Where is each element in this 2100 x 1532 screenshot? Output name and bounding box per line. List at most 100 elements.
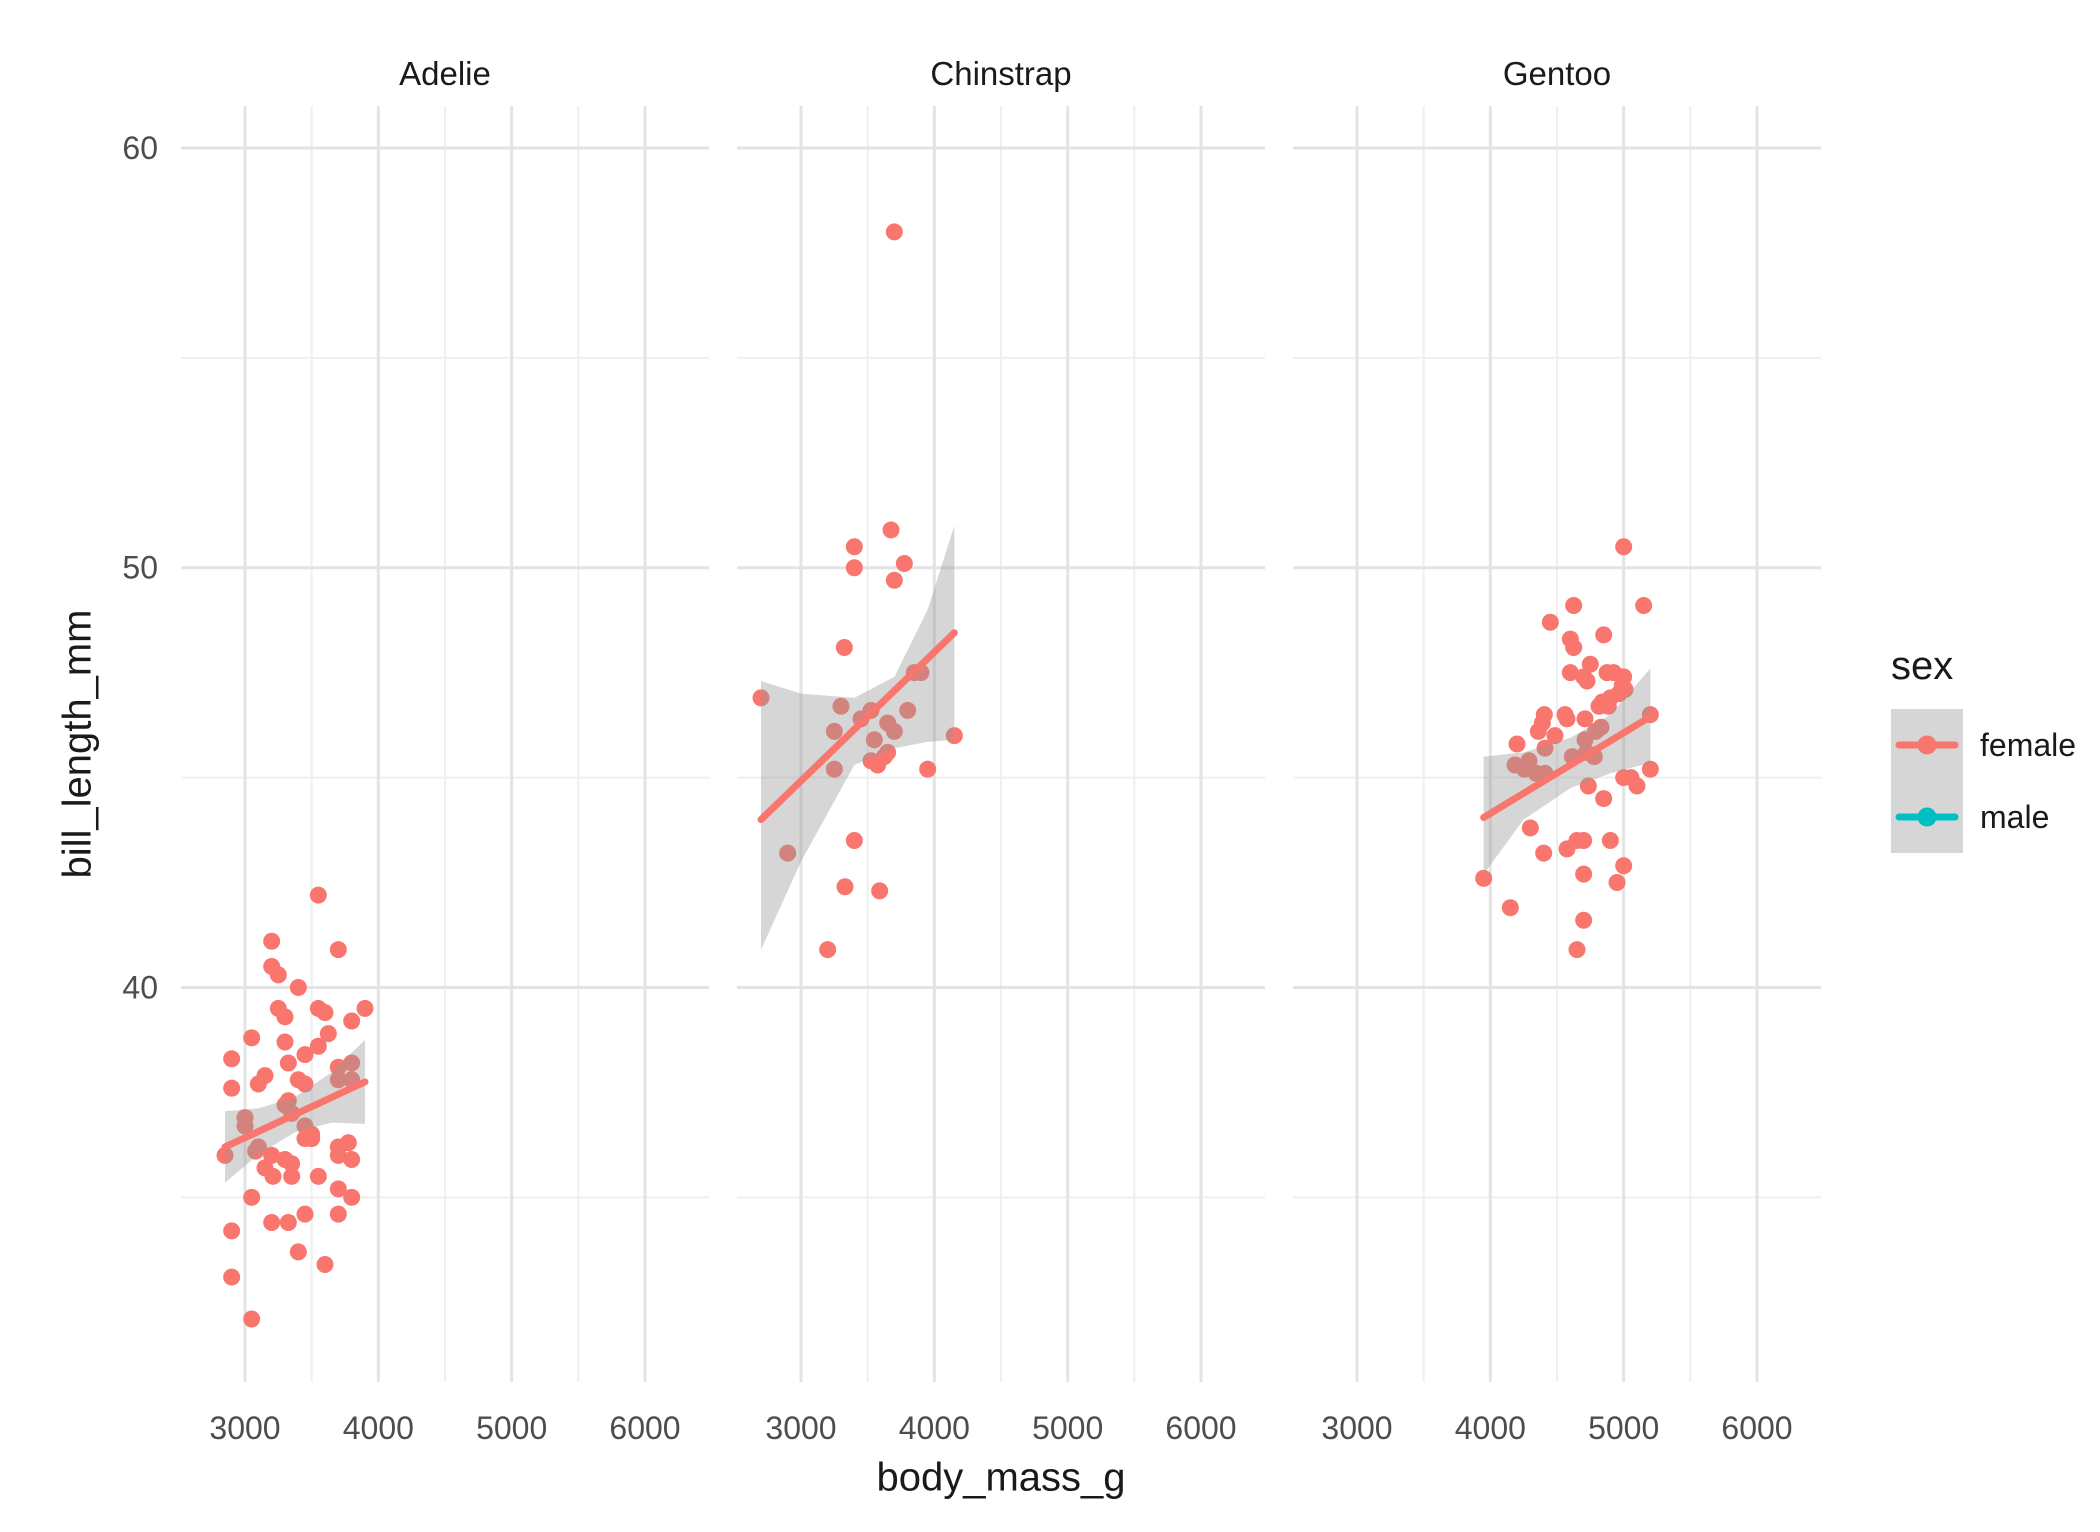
x-tick-label: 6000 <box>609 1410 680 1446</box>
data-point <box>296 1046 314 1064</box>
data-point <box>289 1243 307 1261</box>
data-point <box>752 689 770 707</box>
faceted-scatter-plot: 3000 4000 5000 6000 3000 4000 5000 6000 3000 4000… <box>40 16 2100 1516</box>
legend-entry-female: female <box>1891 709 2076 781</box>
data-point <box>825 722 843 740</box>
data-point <box>1501 899 1519 917</box>
x-tick-label: 4000 <box>899 1410 970 1446</box>
data-point <box>885 571 903 589</box>
data-point <box>885 722 903 740</box>
legend-title: sex <box>1891 644 1954 688</box>
data-point <box>316 1004 334 1022</box>
data-point <box>283 1167 301 1185</box>
legend-label-female: female <box>1980 726 2077 763</box>
data-point <box>279 1214 297 1231</box>
data-point <box>309 1167 327 1185</box>
legend-label-male: male <box>1980 798 2050 835</box>
legend-key-male-glyph <box>1891 781 1963 853</box>
data-point <box>319 1025 337 1043</box>
data-point <box>1576 710 1594 728</box>
data-point <box>1575 911 1593 929</box>
data-point <box>249 1138 267 1156</box>
data-point <box>263 1146 281 1164</box>
x-tick-label: 3000 <box>209 1410 280 1446</box>
data-point <box>316 1255 334 1273</box>
data-point <box>329 941 347 959</box>
data-point <box>343 1054 361 1072</box>
data-point <box>871 882 889 900</box>
data-point <box>779 844 797 862</box>
smooth-line <box>221 1078 369 1151</box>
data-point <box>343 1012 361 1030</box>
data-point <box>1575 865 1593 883</box>
data-point <box>1641 760 1659 778</box>
data-point <box>269 966 287 984</box>
data-point <box>1475 869 1493 887</box>
x-tick-label: 3000 <box>1321 1410 1392 1446</box>
legend-key-female-glyph <box>1891 709 1963 781</box>
data-point <box>945 727 963 745</box>
data-point <box>329 1205 347 1223</box>
y-tick-label: 60 <box>122 130 158 166</box>
y-tick-label: 40 <box>122 969 158 1005</box>
data-point <box>879 743 897 761</box>
data-point <box>329 1058 347 1076</box>
data-point <box>1628 777 1646 795</box>
confidence-ribbon <box>1483 668 1651 875</box>
data-point <box>216 1146 234 1164</box>
data-point <box>296 1205 314 1223</box>
data-point <box>1635 596 1653 614</box>
data-point <box>832 697 850 715</box>
data-point <box>243 1310 261 1328</box>
data-point <box>1565 596 1583 614</box>
data-point <box>1592 718 1610 736</box>
data-point <box>899 701 917 719</box>
data-point <box>223 1050 241 1068</box>
smooth-line <box>757 629 958 824</box>
data-point <box>1615 538 1633 556</box>
data-point <box>283 1155 301 1173</box>
data-point <box>1568 941 1586 959</box>
x-tick-label: 6000 <box>1721 1410 1792 1446</box>
data-point <box>869 756 887 774</box>
facet-strip-adelie: Adelie <box>399 55 491 92</box>
data-point <box>329 1146 347 1164</box>
x-tick-label: 4000 <box>1455 1410 1526 1446</box>
data-point <box>1601 832 1619 850</box>
data-point <box>836 878 854 896</box>
data-point <box>263 1214 281 1231</box>
data-point <box>1561 664 1579 682</box>
data-point <box>835 638 853 656</box>
data-point <box>329 1071 347 1089</box>
data-point <box>329 1180 347 1198</box>
data-point <box>1608 874 1626 892</box>
data-point <box>882 521 900 539</box>
x-tick-label: 5000 <box>1032 1410 1103 1446</box>
data-point <box>919 760 937 778</box>
data-point <box>1558 710 1576 728</box>
y-axis-title: bill_length_mm <box>55 609 100 879</box>
data-point <box>276 1008 294 1026</box>
facet-panel-gentoo: 3000 4000 5000 6000 <box>1293 106 1821 1446</box>
data-point <box>263 932 281 950</box>
x-tick-label: 5000 <box>476 1410 547 1446</box>
data-point <box>825 760 843 778</box>
data-point <box>309 886 327 904</box>
x-axis-title: body_mass_g <box>876 1455 1126 1500</box>
data-point <box>1579 777 1597 795</box>
data-point <box>1615 857 1633 875</box>
data-point <box>276 1033 294 1051</box>
data-point <box>356 999 374 1017</box>
chart-canvas: 3000 4000 5000 6000 3000 4000 5000 6000 3000 4000… <box>122 106 1821 1446</box>
data-point <box>289 978 307 996</box>
data-point <box>845 538 863 556</box>
facet-strip-gentoo: Gentoo <box>1502 55 1612 92</box>
legend: sex female male <box>1891 644 2076 853</box>
data-point <box>296 1075 314 1093</box>
data-point <box>339 1134 357 1152</box>
x-tick-label: 3000 <box>765 1410 836 1446</box>
data-point <box>1535 844 1553 862</box>
facet-panel-adelie: 3000 4000 5000 6000 <box>181 106 709 1446</box>
data-point <box>1529 722 1547 740</box>
data-point <box>223 1222 241 1240</box>
